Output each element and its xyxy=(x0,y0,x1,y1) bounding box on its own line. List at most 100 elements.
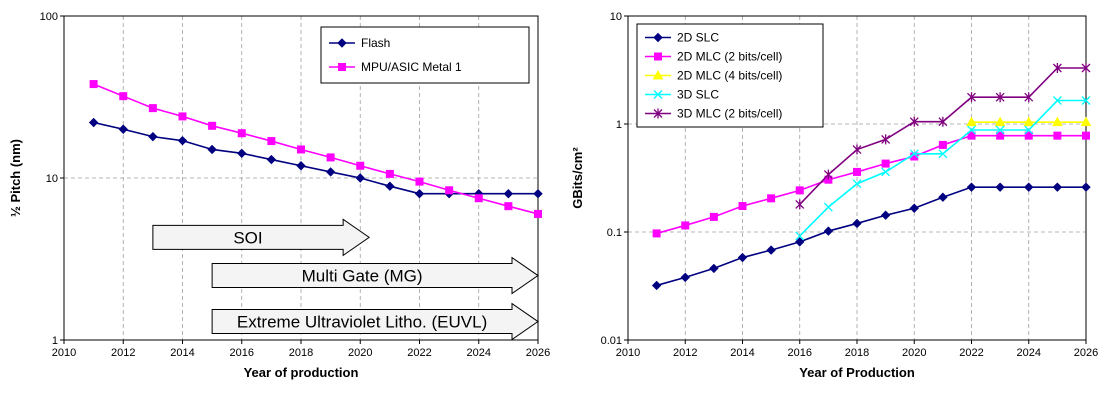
data-point xyxy=(823,202,833,212)
x-tick-label: 2020 xyxy=(902,347,926,359)
data-point xyxy=(356,161,365,170)
legend-label: 3D MLC (2 bits/cell) xyxy=(677,107,782,121)
data-point xyxy=(118,124,128,134)
data-point xyxy=(795,186,804,195)
data-point xyxy=(996,131,1005,140)
data-point xyxy=(738,202,747,211)
arrow-label: SOI xyxy=(233,228,262,247)
legend-marker xyxy=(653,108,663,119)
data-point xyxy=(1052,182,1063,192)
data-point xyxy=(966,116,977,127)
data-point xyxy=(267,137,276,146)
series-2d-mlc-4-bits-cell xyxy=(966,116,1092,127)
y-tick-label: 0.01 xyxy=(601,335,622,347)
data-point xyxy=(414,188,425,199)
legend-marker xyxy=(338,63,346,71)
data-point xyxy=(852,218,862,229)
series-line xyxy=(93,83,539,215)
data-point xyxy=(909,149,919,159)
series-2d-mlc-2-bits-cell xyxy=(652,131,1090,238)
legend-entry-2d-mlc-4-bits-cell: 2D MLC (4 bits/cell) xyxy=(645,69,782,83)
data-point xyxy=(325,167,336,177)
data-point xyxy=(966,182,977,192)
x-tick-label: 2026 xyxy=(526,347,550,359)
x-tick-label: 2012 xyxy=(673,347,697,359)
data-point xyxy=(880,210,891,220)
data-point xyxy=(1081,63,1091,74)
legend-marker xyxy=(337,38,347,48)
data-point xyxy=(709,263,719,274)
data-point xyxy=(1024,182,1034,192)
series-layer xyxy=(88,80,543,218)
legend-marker xyxy=(652,69,664,80)
arrow-shape xyxy=(211,256,539,295)
x-axis-title: Year of production xyxy=(244,365,359,380)
x-tick-label: 2016 xyxy=(230,347,254,359)
data-point xyxy=(148,104,157,113)
data-point xyxy=(178,112,187,121)
x-tick-label: 2026 xyxy=(1074,347,1098,359)
data-point xyxy=(709,212,718,221)
data-point xyxy=(1024,131,1033,140)
x-axis-title: Year of Production xyxy=(799,365,915,380)
data-point xyxy=(909,203,919,213)
data-point xyxy=(1081,182,1091,192)
x-tick-label: 2022 xyxy=(959,347,983,359)
data-point xyxy=(823,169,833,180)
arrow-shape xyxy=(152,218,371,257)
data-point xyxy=(504,202,513,211)
data-point xyxy=(296,161,306,171)
pitch-chart: 2010 2012 2014 2016 2018 2020 2022 2024 2026 1 10 1… xyxy=(8,11,550,380)
plot-grid xyxy=(628,16,1086,340)
data-point xyxy=(938,149,948,159)
data-point xyxy=(737,252,748,263)
series-3d-mlc-2-bits-cell xyxy=(795,63,1091,210)
data-point xyxy=(1053,131,1062,140)
data-point xyxy=(207,144,217,155)
data-point xyxy=(1081,96,1091,105)
x-tick-label: 2024 xyxy=(467,347,491,359)
x-tick-label: 2016 xyxy=(788,347,812,359)
data-point xyxy=(823,226,834,236)
data-point xyxy=(766,245,776,255)
y-tick-label: 1 xyxy=(616,119,622,131)
data-point xyxy=(795,237,805,247)
y-tick-label: 10 xyxy=(46,173,58,185)
data-point xyxy=(680,272,690,283)
data-point xyxy=(767,194,776,203)
data-point xyxy=(474,194,483,203)
series-mpu-asic-metal-1 xyxy=(89,80,542,218)
data-point xyxy=(909,116,919,127)
data-point xyxy=(681,221,690,230)
data-point xyxy=(415,177,424,186)
data-point xyxy=(148,131,158,142)
series-line xyxy=(656,186,1086,287)
data-point xyxy=(938,140,947,149)
data-point xyxy=(994,116,1006,127)
arrow-multi-gate-mg: Multi Gate (MG) xyxy=(211,256,539,295)
series-layer xyxy=(651,63,1092,291)
data-point xyxy=(967,125,976,135)
x-tick-label: 2012 xyxy=(111,347,135,359)
x-tick-label: 2022 xyxy=(407,347,431,359)
data-point xyxy=(208,121,217,130)
data-point xyxy=(1052,96,1062,105)
data-point xyxy=(445,186,454,195)
arrow-label: Multi Gate (MG) xyxy=(302,267,423,286)
axis-ticks: 2010 2012 2014 2016 2018 2020 2022 2024 2026 1 10 1… xyxy=(40,11,551,359)
x-tick-label: 2018 xyxy=(289,347,313,359)
legend-marker xyxy=(654,52,662,61)
data-point xyxy=(1052,63,1062,74)
arrow-soi: SOI xyxy=(152,218,371,257)
data-point xyxy=(795,199,805,210)
y-tick-label: 100 xyxy=(40,11,58,23)
series-3d-slc xyxy=(795,96,1091,241)
x-tick-label: 2024 xyxy=(1017,347,1041,359)
data-point xyxy=(88,117,99,128)
data-point xyxy=(1052,116,1063,127)
data-point xyxy=(881,167,891,177)
data-point xyxy=(326,153,335,162)
data-point xyxy=(853,167,861,176)
data-point xyxy=(1080,116,1092,127)
data-point xyxy=(652,229,661,238)
